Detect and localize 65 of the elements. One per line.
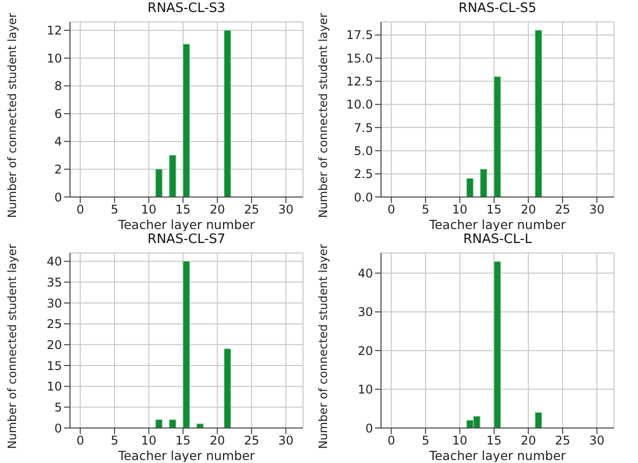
x-tick-label: 20 — [520, 202, 536, 217]
x-tick-label: 0 — [76, 434, 84, 448]
y-axis-title: Number of connected student layer — [316, 244, 330, 449]
y-tick-label: 40 — [46, 254, 62, 269]
y-tick-label: 0 — [54, 190, 62, 204]
x-tick-label: 10 — [141, 202, 156, 217]
y-axis-title: Number of connected student layer — [5, 244, 19, 449]
y-tick-label: 15.0 — [346, 51, 373, 66]
x-tick-label: 30 — [278, 202, 294, 217]
chart-title: RNAS-CL-L — [462, 231, 533, 249]
x-tick-label: 5 — [110, 434, 118, 448]
y-tick-label: 5 — [54, 400, 62, 414]
x-tick-label: 0 — [387, 434, 396, 448]
y-tick-label: 0 — [365, 421, 373, 436]
y-tick-label: 5.0 — [354, 144, 373, 158]
y-axis-title: Number of connected student layer — [316, 12, 330, 218]
y-tick-label: 15 — [46, 358, 62, 373]
y-tick-label: 30 — [46, 296, 62, 310]
y-tick-label: 7.5 — [354, 120, 373, 135]
x-tick-label: 25 — [554, 202, 570, 217]
x-tick-label: 15 — [486, 434, 502, 448]
x-tick-label: 0 — [76, 202, 84, 217]
y-tick-label: 12 — [46, 24, 62, 38]
y-tick-label: 30 — [358, 305, 373, 320]
y-tick-label: 0 — [54, 421, 62, 436]
y-tick-label: 10 — [46, 51, 62, 66]
x-tick-label: 25 — [554, 434, 570, 448]
x-tick-label: 20 — [210, 202, 225, 217]
x-tick-label: 20 — [520, 434, 536, 448]
x-tick-label: 20 — [210, 434, 225, 448]
x-tick-label: 10 — [141, 434, 156, 448]
x-tick-label: 10 — [452, 202, 468, 217]
y-tick-label: 10 — [46, 380, 62, 394]
y-tick-label: 10.0 — [346, 98, 373, 112]
y-tick-label: 8 — [54, 79, 62, 94]
x-tick-label: 25 — [244, 202, 260, 217]
y-tick-label: 2 — [54, 162, 62, 176]
y-tick-label: 6 — [54, 106, 62, 121]
x-tick-label: 5 — [422, 202, 430, 217]
chart-title: RNAS-CL-S3 — [146, 0, 226, 18]
y-tick-label: 35 — [46, 275, 62, 290]
y-tick-label: 10 — [358, 382, 373, 397]
chart-title: RNAS-CL-S7 — [146, 231, 226, 249]
x-tick-label: 15 — [486, 202, 502, 217]
y-tick-label: 4 — [54, 134, 62, 149]
x-tick-label: 30 — [278, 434, 294, 448]
y-tick-label: 25 — [46, 317, 62, 332]
x-tick-label: 15 — [175, 434, 191, 448]
y-axis-title: Number of connected student layer — [5, 12, 19, 218]
y-tick-label: 2.5 — [354, 167, 373, 182]
y-tick-label: 20 — [46, 338, 62, 352]
y-tick-label: 40 — [358, 266, 373, 280]
y-tick-label: 17.5 — [346, 28, 373, 42]
y-tick-label: 12.5 — [346, 74, 373, 89]
y-tick-label: 20 — [358, 344, 373, 358]
x-tick-label: 5 — [110, 202, 118, 217]
x-tick-label: 25 — [244, 434, 260, 448]
x-tick-label: 5 — [422, 434, 430, 448]
x-tick-label: 0 — [387, 202, 396, 217]
x-tick-label: 15 — [175, 202, 191, 217]
x-tick-label: 10 — [452, 434, 468, 448]
y-tick-label: 0.0 — [354, 190, 373, 204]
x-tick-label: 30 — [589, 434, 605, 448]
x-tick-label: 30 — [589, 202, 605, 217]
chart-title: RNAS-CL-S5 — [458, 0, 538, 18]
